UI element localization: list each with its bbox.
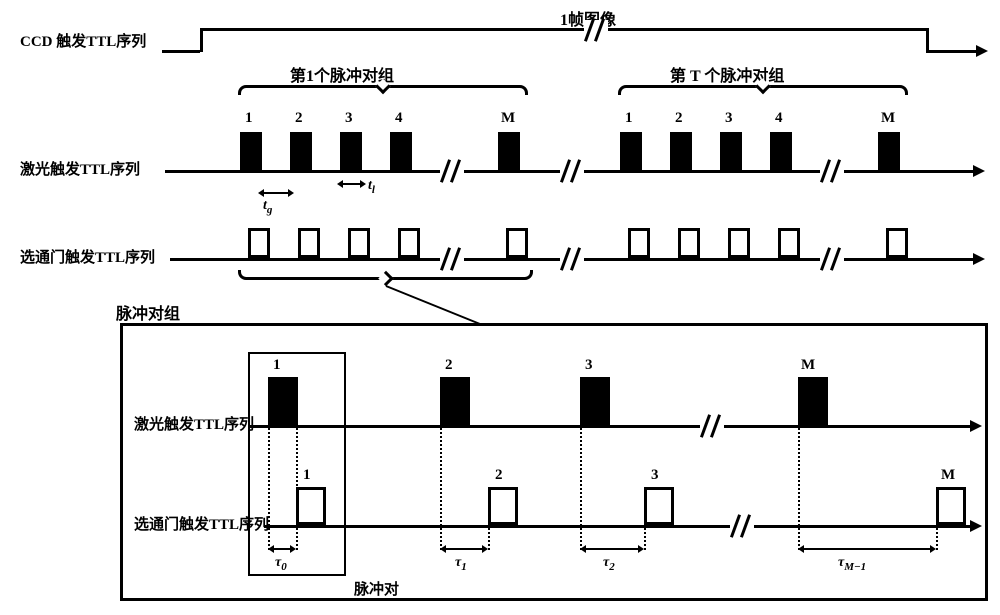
gate-axis-arrow [973, 253, 985, 265]
tau0-arrow [274, 548, 290, 550]
dash-3b [644, 525, 646, 550]
d-gate-n1: 1 [303, 467, 311, 484]
laser-gT-p2 [670, 132, 692, 170]
ccd-sig-low2 [926, 50, 976, 53]
gate-gT-pM [886, 228, 908, 258]
dash-1a [268, 425, 270, 550]
tauM1-arrow [804, 548, 930, 550]
d-laser-break [700, 416, 724, 436]
gate-gT-p3 [728, 228, 750, 258]
d-gate-nM: M [941, 467, 955, 484]
laser-gT-n2: 2 [675, 110, 683, 127]
laser-gT-p1 [620, 132, 642, 170]
ccd-sig-fall [926, 28, 929, 52]
tau2-label: τ2 [603, 555, 615, 573]
gate-mid-break [560, 249, 584, 269]
laser-gT-nM: M [881, 110, 895, 127]
dash-3a [580, 425, 582, 550]
d-gate-break [730, 516, 754, 536]
d-gate-p3 [644, 487, 674, 525]
gate-g1-break [440, 249, 464, 269]
laser-gT-n4: 4 [775, 110, 783, 127]
detail-gate-axis [264, 525, 970, 528]
gate-gT-break [820, 249, 844, 269]
laser-gT-n1: 1 [625, 110, 633, 127]
laser-mid-break [560, 161, 584, 181]
laser-g1-p4 [390, 132, 412, 170]
d-laser-n2: 2 [445, 357, 453, 374]
ccd-sig-low1 [162, 50, 200, 53]
tau1-label: τ1 [455, 555, 467, 573]
gate-gT-p4 [778, 228, 800, 258]
laser-g1-n4: 4 [395, 110, 403, 127]
laser-g1-p1 [240, 132, 262, 170]
tau2-arrow [586, 548, 638, 550]
ccd-sig-high [200, 28, 926, 31]
gate-g1-pM [506, 228, 528, 258]
d-laser-nM: M [801, 357, 815, 374]
laser-gT-break [820, 161, 844, 181]
d-gate-n3: 3 [651, 467, 659, 484]
laser-g1-p2 [290, 132, 312, 170]
d-gate-n2: 2 [495, 467, 503, 484]
gate-g1-p2 [298, 228, 320, 258]
ccd-sig-rise [200, 28, 203, 52]
ccd-label: CCD 触发TTL序列 [20, 30, 146, 51]
d-gate-pM [936, 487, 966, 525]
laser-gT-pM [878, 132, 900, 170]
dash-2a [440, 425, 442, 550]
tg-arrow [264, 192, 288, 194]
gate-g1-p3 [348, 228, 370, 258]
pair-group-brace [238, 270, 533, 280]
laser-g1-pM [498, 132, 520, 170]
gate-label-detail: 选通门触发TTL序列 [134, 513, 269, 534]
laser-g1-n1: 1 [245, 110, 253, 127]
gate-g1-p1 [248, 228, 270, 258]
group1-brace [238, 85, 528, 95]
timing-diagram: 1帧图像 CCD 触发TTL序列 第1个脉冲对组 第 T 个脉冲对组 激光触发T… [0, 0, 1000, 615]
groupT-brace [618, 85, 908, 95]
laser-g1-n3: 3 [345, 110, 353, 127]
d-laser-n1: 1 [273, 357, 281, 374]
dash-Ma [798, 425, 800, 550]
ccd-break [584, 20, 608, 40]
d-laser-p3 [580, 377, 610, 425]
d-gate-p1 [296, 487, 326, 525]
tg-label: tg [263, 198, 272, 216]
d-laser-p1 [268, 377, 298, 425]
laser-gT-n3: 3 [725, 110, 733, 127]
dash-2b [488, 525, 490, 550]
gate-gT-p2 [678, 228, 700, 258]
gate-gT-p1 [628, 228, 650, 258]
laser-gT-p4 [770, 132, 792, 170]
tau0-label: τ0 [275, 555, 287, 573]
laser-g1-n2: 2 [295, 110, 303, 127]
tl-label: tl [368, 178, 375, 196]
gate-g1-p4 [398, 228, 420, 258]
laser-g1-p3 [340, 132, 362, 170]
d-laser-p2 [440, 377, 470, 425]
dash-Mb [936, 525, 938, 550]
detail-gate-arrow [970, 520, 982, 532]
laser-axis-arrow [973, 165, 985, 177]
d-gate-p2 [488, 487, 518, 525]
pair-label: 脉冲对 [354, 578, 399, 599]
d-laser-pM [798, 377, 828, 425]
laser-label-upper: 激光触发TTL序列 [20, 158, 140, 179]
laser-g1-break [440, 161, 464, 181]
detail-laser-arrow [970, 420, 982, 432]
d-laser-n3: 3 [585, 357, 593, 374]
dash-1b [296, 425, 298, 550]
laser-gT-p3 [720, 132, 742, 170]
laser-g1-nM: M [501, 110, 515, 127]
detail-laser-axis [248, 425, 970, 428]
gate-label-upper: 选通门触发TTL序列 [20, 246, 155, 267]
tauM1-label: τM−1 [838, 555, 866, 573]
laser-label-detail: 激光触发TTL序列 [134, 413, 254, 434]
tau1-arrow [446, 548, 482, 550]
pair-group-label: 脉冲对组 [116, 300, 180, 324]
ccd-arrow [976, 45, 988, 57]
tl-arrow [343, 183, 360, 185]
